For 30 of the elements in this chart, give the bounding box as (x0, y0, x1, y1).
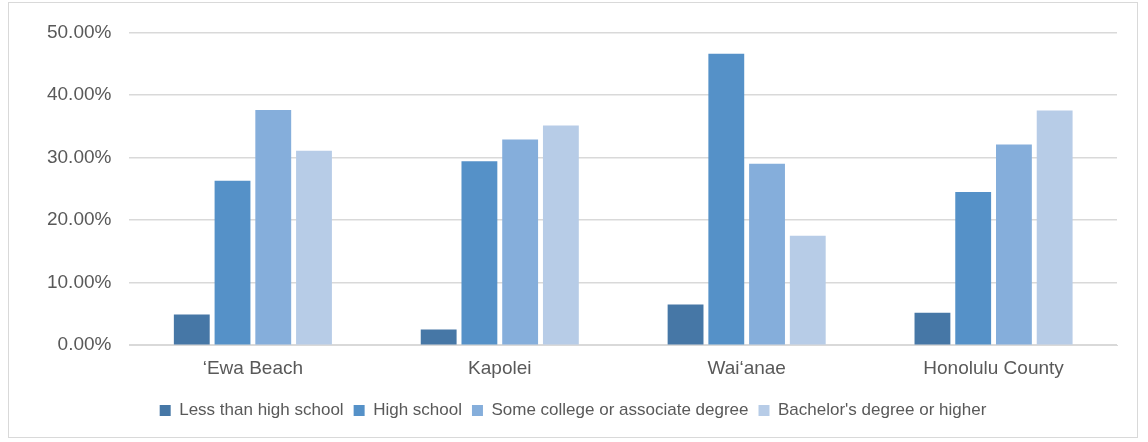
legend-label: High school (373, 400, 462, 420)
bar (996, 144, 1032, 345)
y-tick-label: 40.00% (46, 83, 112, 105)
y-tick-label: 0.00% (57, 333, 112, 355)
legend-label: Some college or associate degree (491, 400, 749, 420)
legend-label: Bachelor's degree or higher (778, 400, 987, 420)
bar (1036, 110, 1073, 345)
bar (502, 139, 539, 345)
bar (420, 329, 457, 345)
legend-label: Less than high school (179, 400, 344, 420)
y-tick-label: 50.00% (46, 20, 112, 42)
bar (542, 125, 579, 345)
y-tick-label: 20.00% (46, 208, 112, 230)
bar (255, 109, 292, 345)
x-tick-label: Wai‘anae (707, 356, 786, 378)
bar (214, 180, 251, 345)
y-tick-label: 30.00% (46, 145, 112, 167)
x-tick-label: Honolulu County (923, 356, 1065, 378)
bar (749, 163, 785, 345)
bar (667, 304, 704, 345)
bar (173, 314, 210, 345)
y-tick-label: 10.00% (46, 270, 112, 292)
bar (914, 312, 951, 345)
bar (789, 235, 826, 345)
bar (708, 53, 745, 345)
x-tick-label: Kapolei (468, 356, 532, 378)
bar (955, 191, 992, 345)
x-tick-label: ‘Ewa Beach (202, 356, 304, 378)
bar (296, 150, 332, 345)
bar (461, 161, 498, 345)
